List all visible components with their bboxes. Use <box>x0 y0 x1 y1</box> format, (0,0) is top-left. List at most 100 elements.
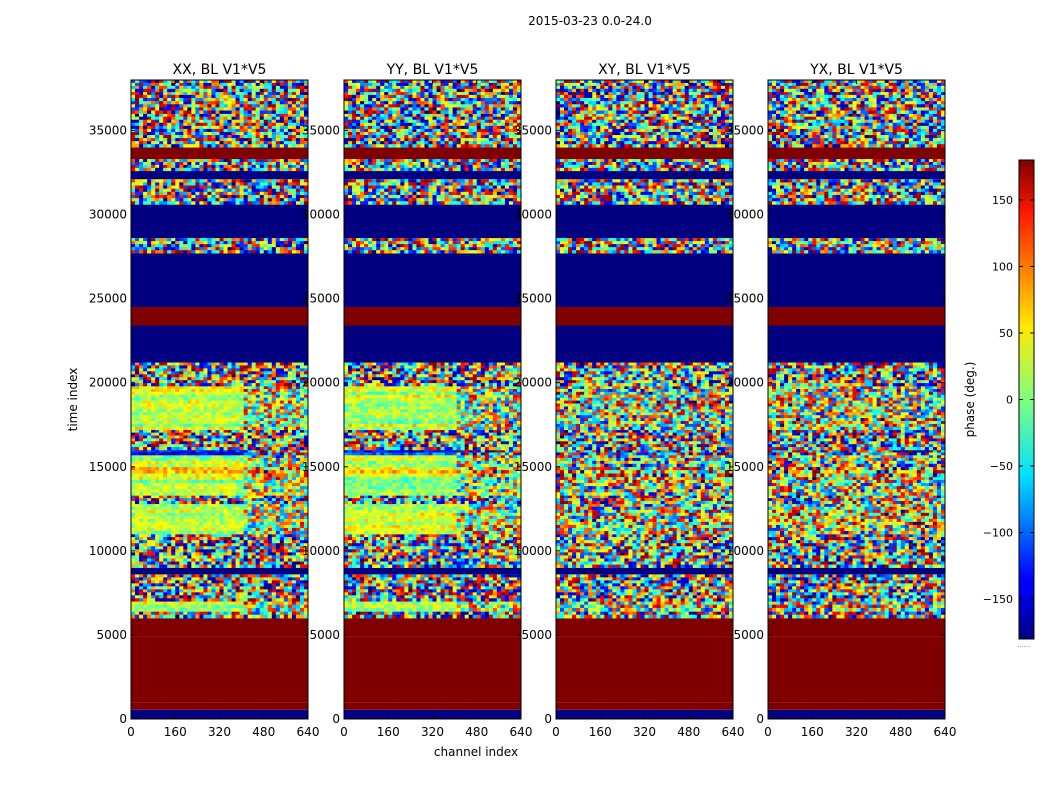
phase-cell <box>239 241 245 245</box>
phase-cell <box>219 586 224 590</box>
phase-cell <box>163 131 168 136</box>
phase-cell <box>211 604 216 609</box>
phase-cell <box>183 397 188 401</box>
phase-cell <box>251 580 257 584</box>
phase-cell <box>135 470 140 474</box>
phase-cell <box>271 492 277 496</box>
phase-cell <box>247 473 253 478</box>
phase-cell <box>283 483 289 487</box>
phase-cell <box>183 537 188 541</box>
phase-cell <box>267 380 273 384</box>
phase-cell <box>167 362 172 366</box>
phase-cell <box>219 388 224 393</box>
phase-cell <box>263 397 269 401</box>
phase-cell <box>283 614 289 619</box>
phase-cell <box>303 141 309 145</box>
phase-cell <box>187 388 192 393</box>
phase-cell <box>203 479 208 484</box>
phase-cell <box>143 135 148 139</box>
phase-cell <box>143 476 148 481</box>
phase-cell <box>219 432 224 436</box>
phase-cell <box>267 244 273 248</box>
phase-cell <box>151 447 156 451</box>
phase-cell <box>215 460 220 465</box>
phase-cell <box>155 421 160 425</box>
phase-cell <box>131 483 136 487</box>
phase-cell <box>259 131 265 136</box>
phase-cell <box>231 198 236 202</box>
phase-cell <box>239 583 245 587</box>
phase-cell <box>171 397 176 401</box>
phase-cell <box>203 386 208 390</box>
phase-cell <box>223 421 228 425</box>
phase-cell <box>183 161 188 166</box>
phase-cell <box>207 138 212 142</box>
phase-cell <box>263 604 269 609</box>
phase-cell <box>195 503 200 508</box>
phase-cell <box>207 135 212 139</box>
phase-cell <box>227 577 232 581</box>
phase-cell <box>243 463 249 468</box>
heatmap-image <box>131 80 309 719</box>
phase-cell <box>283 377 289 381</box>
phase-cell <box>259 412 265 416</box>
phase-cell <box>275 577 281 581</box>
phase-cell <box>271 119 277 124</box>
phase-cell <box>267 531 273 535</box>
phase-cell <box>159 495 164 499</box>
phase-band <box>131 325 308 363</box>
phase-cell <box>183 449 188 453</box>
phase-cell <box>295 128 301 133</box>
phase-cell <box>195 492 200 496</box>
phase-cell <box>287 94 293 99</box>
phase-cell <box>263 466 269 471</box>
phase-cell <box>191 122 196 127</box>
phase-cell <box>139 201 144 205</box>
phase-cell <box>167 489 172 493</box>
phase-cell <box>279 592 285 596</box>
phase-cell <box>131 429 136 433</box>
phase-cell <box>267 167 273 172</box>
phase-cell <box>243 595 249 599</box>
phase-cell <box>195 470 200 474</box>
phase-cell <box>187 534 192 538</box>
phase-cell <box>299 466 305 471</box>
phase-cell <box>227 167 232 172</box>
phase-cell <box>219 543 224 547</box>
phase-cell <box>163 116 168 121</box>
phase-cell <box>223 598 228 602</box>
phase-cell <box>143 380 148 384</box>
phase-cell <box>167 586 172 590</box>
phase-cell <box>187 489 192 493</box>
phase-cell <box>243 441 249 445</box>
phase-cell <box>159 574 164 578</box>
phase-cell <box>207 435 212 439</box>
phase-cell <box>291 159 297 163</box>
phase-cell <box>299 238 305 242</box>
phase-cell <box>163 98 168 102</box>
phase-cell <box>175 483 180 487</box>
phase-cell <box>279 244 285 248</box>
phase-cell <box>171 564 176 568</box>
phase-cell <box>135 91 140 96</box>
phase-cell <box>163 438 168 442</box>
phase-cell <box>167 444 172 448</box>
phase-cell <box>223 198 228 202</box>
phase-cell <box>231 161 236 166</box>
phase-cell <box>267 374 273 378</box>
phase-cell <box>163 479 168 484</box>
phase-cell <box>171 509 176 514</box>
phase-cell <box>235 383 241 387</box>
phase-cell <box>187 377 192 381</box>
phase-cell <box>255 241 261 245</box>
phase-cell <box>287 454 293 459</box>
phase-cell <box>187 531 192 535</box>
phase-cell <box>187 614 192 619</box>
phase-cell <box>223 503 228 508</box>
phase-cell <box>203 473 208 478</box>
phase-cell <box>183 454 188 459</box>
phase-cell <box>263 365 269 369</box>
phase-cell <box>179 577 184 581</box>
phase-cell <box>199 403 204 407</box>
phase-cell <box>199 238 204 242</box>
